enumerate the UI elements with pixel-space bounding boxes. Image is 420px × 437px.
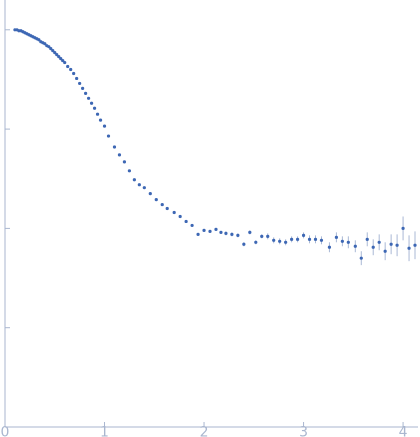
data-point-89 xyxy=(401,226,405,230)
data-point-37 xyxy=(98,118,103,122)
data-point-25 xyxy=(63,60,67,65)
data-point-32 xyxy=(84,91,88,95)
data-point-50 xyxy=(165,206,169,211)
data-point-75 xyxy=(313,237,318,241)
data-point-86 xyxy=(383,249,387,253)
data-point-81 xyxy=(353,244,357,248)
data-point-78 xyxy=(334,235,338,239)
data-point-74 xyxy=(307,237,312,241)
data-point-76 xyxy=(319,238,324,242)
data-point-19 xyxy=(51,49,55,53)
data-point-85 xyxy=(377,240,381,244)
data-point-82 xyxy=(359,256,363,260)
data-point-29 xyxy=(75,76,79,81)
data-point-88 xyxy=(395,243,399,247)
data-point-58 xyxy=(214,227,218,231)
data-point-30 xyxy=(78,81,82,86)
data-point-73 xyxy=(301,233,306,237)
data-point-67 xyxy=(266,234,270,238)
data-point-54 xyxy=(190,223,194,228)
data-point-34 xyxy=(89,101,94,105)
data-point-63 xyxy=(242,242,246,246)
data-point-71 xyxy=(290,237,294,241)
data-points-layer xyxy=(13,28,417,260)
data-point-33 xyxy=(86,96,91,100)
x-tick-label-3: 3 xyxy=(299,425,308,437)
data-point-69 xyxy=(278,239,282,243)
data-point-51 xyxy=(172,210,176,215)
data-point-47 xyxy=(148,192,152,196)
data-point-31 xyxy=(81,86,85,90)
data-point-45 xyxy=(137,183,141,187)
data-point-52 xyxy=(178,214,182,219)
data-point-15 xyxy=(43,42,47,46)
data-point-64 xyxy=(248,230,252,234)
data-point-59 xyxy=(219,230,223,234)
data-point-42 xyxy=(122,160,127,164)
x-tick-label-1: 1 xyxy=(100,425,109,437)
data-point-53 xyxy=(184,219,188,224)
data-point-36 xyxy=(95,112,100,116)
data-point-40 xyxy=(112,145,117,149)
data-point-56 xyxy=(202,228,206,232)
data-point-20 xyxy=(53,51,57,55)
data-point-84 xyxy=(371,245,375,249)
data-point-48 xyxy=(154,197,158,202)
data-point-65 xyxy=(254,240,258,244)
data-point-77 xyxy=(327,245,332,249)
data-point-87 xyxy=(389,242,393,246)
data-point-38 xyxy=(102,124,107,128)
data-point-24 xyxy=(61,58,65,63)
data-point-91 xyxy=(413,243,417,247)
data-point-44 xyxy=(132,178,136,182)
data-point-61 xyxy=(230,232,234,236)
x-tick-label-0: 0 xyxy=(1,425,10,437)
data-point-28 xyxy=(72,71,76,76)
data-point-21 xyxy=(55,53,59,57)
data-point-27 xyxy=(69,67,73,72)
data-point-26 xyxy=(66,64,70,69)
data-point-12 xyxy=(37,38,41,42)
data-point-39 xyxy=(106,134,111,138)
data-point-72 xyxy=(295,237,300,241)
data-point-83 xyxy=(365,237,369,241)
data-point-23 xyxy=(59,56,63,61)
x-tick-label-2: 2 xyxy=(200,425,209,437)
data-point-79 xyxy=(340,239,344,243)
data-point-57 xyxy=(208,229,212,233)
data-point-90 xyxy=(407,246,411,250)
data-point-60 xyxy=(224,231,228,235)
data-point-43 xyxy=(127,169,131,173)
data-point-49 xyxy=(160,202,164,207)
data-point-80 xyxy=(346,240,350,244)
data-point-17 xyxy=(47,45,51,49)
data-point-41 xyxy=(117,153,122,157)
data-point-55 xyxy=(196,232,200,236)
data-point-18 xyxy=(49,47,53,51)
data-point-46 xyxy=(142,186,146,190)
x-tick-label-4: 4 xyxy=(399,425,408,437)
data-point-22 xyxy=(57,55,61,59)
data-point-62 xyxy=(236,233,240,237)
data-point-66 xyxy=(260,234,264,238)
data-point-35 xyxy=(92,106,97,110)
data-point-70 xyxy=(284,240,288,244)
data-point-68 xyxy=(272,238,276,242)
